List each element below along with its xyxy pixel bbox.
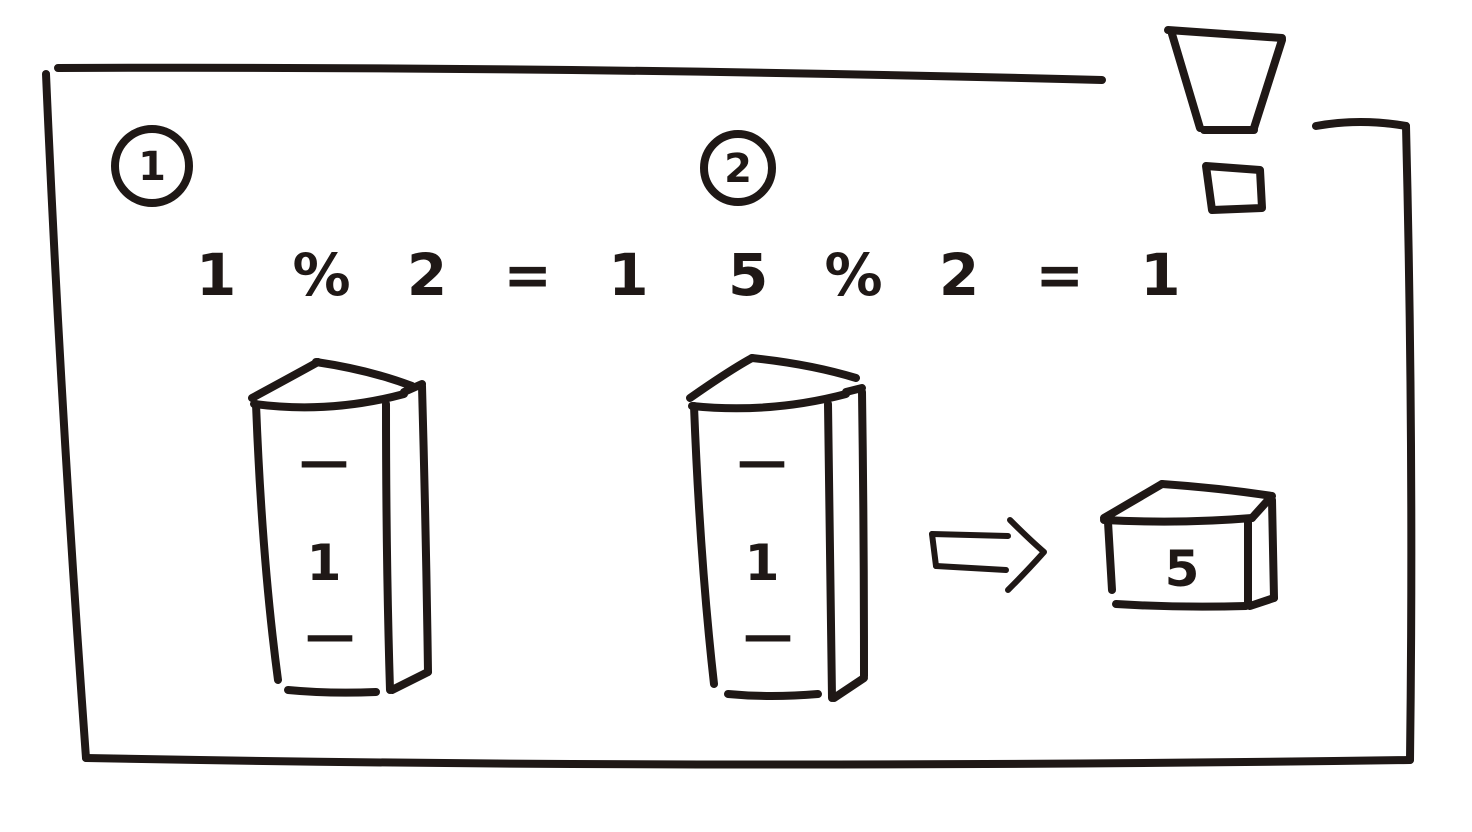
stack-2-cell-middle: 1: [745, 534, 780, 592]
step-number-2: 2: [724, 146, 752, 192]
step-badge-2: 2: [700, 130, 776, 206]
stack-1: — 1 —: [248, 358, 432, 697]
equation-1: 1 % 2 = 1: [196, 241, 667, 309]
output-box-value: 5: [1165, 540, 1200, 598]
equation-2: 5 % 2 = 1: [728, 241, 1199, 309]
stack-1-cell-bottom: —: [305, 606, 355, 664]
stack-2: — 1 —: [686, 354, 868, 702]
exclamation-icon: [1164, 26, 1286, 214]
stack-2-cell-bottom: —: [743, 606, 793, 664]
output-box: 5: [1100, 480, 1278, 611]
step-number-1: 1: [138, 144, 166, 190]
stack-1-cell-top: —: [299, 432, 349, 490]
stack-1-cell-middle: 1: [307, 534, 342, 592]
stack-2-cell-top: —: [737, 432, 787, 490]
frame: [42, 63, 1416, 769]
right-arrow-icon: [929, 517, 1047, 593]
step-badge-1: 1: [111, 125, 193, 207]
